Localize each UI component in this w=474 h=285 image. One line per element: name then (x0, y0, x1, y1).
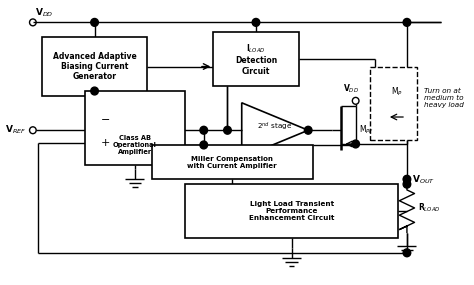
Text: V$_{OUT}$: V$_{OUT}$ (412, 173, 435, 186)
Text: $-$: $-$ (100, 113, 110, 123)
Bar (213, 32, 299, 86)
Circle shape (403, 19, 411, 26)
Bar (185, 184, 398, 238)
Circle shape (352, 140, 359, 148)
Text: $+$: $+$ (100, 137, 110, 148)
Bar (370, 66, 418, 140)
Text: V$_{REF}$: V$_{REF}$ (5, 124, 26, 137)
Text: Turn on at
medium to
heavy load: Turn on at medium to heavy load (424, 88, 464, 108)
Text: V$_{DD}$: V$_{DD}$ (343, 82, 359, 95)
Bar (85, 91, 185, 164)
Text: 2$^{nd}$ stage: 2$^{nd}$ stage (257, 121, 292, 133)
Circle shape (91, 87, 99, 95)
Circle shape (224, 126, 231, 134)
Text: I$_{LOAD}$
Detection
Circuit: I$_{LOAD}$ Detection Circuit (235, 42, 277, 76)
Text: Miller Compensation
with Current Amplifier: Miller Compensation with Current Amplifi… (187, 156, 277, 169)
Text: M$_P$: M$_P$ (391, 86, 402, 98)
Text: V$_{DD}$: V$_{DD}$ (35, 7, 53, 19)
Circle shape (403, 249, 411, 257)
Text: M$_{PF}$: M$_{PF}$ (358, 124, 374, 137)
Text: Class AB
Operational
Amplifier: Class AB Operational Amplifier (113, 135, 157, 155)
Bar (152, 145, 313, 179)
Circle shape (91, 19, 99, 26)
Circle shape (403, 180, 411, 188)
Text: Light Load Transient
Performance
Enhancement Circuit: Light Load Transient Performance Enhance… (249, 201, 334, 221)
Circle shape (403, 175, 411, 183)
Circle shape (200, 126, 208, 134)
Text: Advanced Adaptive
Biasing Current
Generator: Advanced Adaptive Biasing Current Genera… (53, 52, 137, 82)
Circle shape (200, 141, 208, 149)
Bar (42, 37, 147, 96)
Circle shape (252, 19, 260, 26)
Circle shape (304, 126, 312, 134)
Text: R$_{LOAD}$: R$_{LOAD}$ (419, 202, 441, 214)
